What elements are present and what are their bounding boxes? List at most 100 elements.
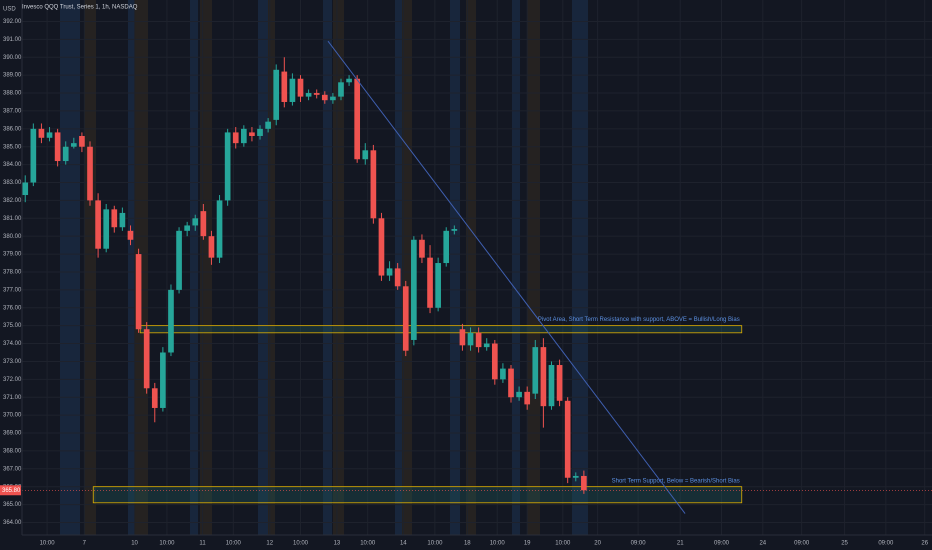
candle-body xyxy=(362,150,369,160)
x-tick-label: 10:00 xyxy=(40,541,56,547)
session-band xyxy=(527,0,540,535)
candle-body xyxy=(208,236,215,258)
y-tick-label: 371.00 xyxy=(3,395,22,401)
session-band xyxy=(402,0,412,535)
candle-body xyxy=(370,150,377,219)
candle-body xyxy=(338,82,344,97)
y-tick-label: 387.00 xyxy=(3,109,22,115)
candle-body xyxy=(168,289,174,353)
candle-body xyxy=(378,218,385,276)
y-tick-label: 385.00 xyxy=(3,144,22,150)
y-tick-label: 381.00 xyxy=(3,216,22,222)
candle-body xyxy=(265,121,271,129)
y-tick-label: 378.00 xyxy=(3,270,22,276)
candle-body xyxy=(46,132,53,138)
candle-body xyxy=(70,143,77,147)
candle-body xyxy=(151,388,158,408)
candle-body xyxy=(467,332,474,346)
candle-body xyxy=(240,128,247,144)
candle-body xyxy=(30,128,37,183)
candle-body xyxy=(224,132,231,201)
x-tick-label: 18 xyxy=(464,541,471,547)
candle-body xyxy=(87,146,93,201)
candle-body xyxy=(483,343,490,348)
candle-body xyxy=(216,200,223,258)
candle-body xyxy=(273,69,280,120)
plot: Pivot Area, Short Term Resistance with s… xyxy=(22,40,932,514)
y-tick-label: 374.00 xyxy=(3,341,22,347)
x-tick-label: 7 xyxy=(83,541,87,547)
y-tick-label: 386.00 xyxy=(3,126,22,132)
candle-body xyxy=(184,225,190,231)
x-tick-label: 13 xyxy=(334,541,341,547)
last-price-box xyxy=(0,485,21,496)
candle-body xyxy=(176,230,182,290)
x-tick-label: 24 xyxy=(759,541,766,547)
y-tick-label: 372.00 xyxy=(3,377,22,383)
x-tick-label: 10:00 xyxy=(427,541,443,547)
candle-body xyxy=(289,78,296,102)
y-tick-label: 368.00 xyxy=(3,448,22,454)
chart-title: Invesco QQQ Trust, Series 1, 1h, NASDAQ xyxy=(22,5,138,11)
session-band xyxy=(450,0,460,535)
x-tick-label: 09:00 xyxy=(878,541,894,547)
x-tick-label: 09:00 xyxy=(631,541,647,547)
x-tick-label: 10:00 xyxy=(360,541,376,547)
candle-body xyxy=(200,211,207,237)
x-tick-label: 26 xyxy=(921,541,928,547)
candle-body xyxy=(564,400,571,478)
x-tick-label: 10:00 xyxy=(226,541,242,547)
x-tick-label: 10:00 xyxy=(490,541,506,547)
candle-body xyxy=(257,128,263,136)
y-tick-label: 364.00 xyxy=(3,520,22,526)
candle-body xyxy=(475,332,482,348)
candle-body xyxy=(402,286,409,351)
y-tick-label: 392.00 xyxy=(3,19,22,25)
candle-body xyxy=(79,135,85,147)
candle-body xyxy=(354,78,361,160)
candle-body xyxy=(192,218,199,226)
candle-body xyxy=(427,257,433,308)
x-tick-label: 21 xyxy=(677,541,684,547)
y-tick-label: 373.00 xyxy=(3,359,22,365)
candle-body xyxy=(95,200,101,249)
x-tick-label: 14 xyxy=(400,541,407,547)
candle-body xyxy=(111,209,118,228)
x-tick-label: 19 xyxy=(524,541,531,547)
candle-body xyxy=(443,230,450,264)
zone xyxy=(139,325,743,334)
zone-label: Pivot Area, Short Term Resistance with s… xyxy=(538,317,740,323)
session-band xyxy=(572,0,588,535)
candle-body xyxy=(127,230,134,240)
x-tick-label: 10:00 xyxy=(159,541,175,547)
y-tick-label: 380.00 xyxy=(3,234,22,240)
last-price-label: 365.80 xyxy=(2,488,21,494)
candle-body xyxy=(346,78,352,83)
candle-body xyxy=(321,94,328,101)
y-tick-label: 377.00 xyxy=(3,287,22,293)
candle-body xyxy=(524,391,531,405)
x-tick-label: 10:00 xyxy=(555,541,571,547)
x-tick-label: 10 xyxy=(131,541,138,547)
candle-body xyxy=(411,239,417,340)
candle-body xyxy=(540,347,547,407)
candle-body xyxy=(386,268,393,276)
candle-body xyxy=(500,368,506,380)
candle-body xyxy=(548,365,555,407)
y-tick-label: 375.00 xyxy=(3,323,22,329)
x-tick-label: 25 xyxy=(841,541,848,547)
candle-body xyxy=(459,329,466,346)
candle-body xyxy=(281,71,288,102)
candle-body xyxy=(119,212,126,228)
candle-body xyxy=(232,132,239,144)
x-tick-label: 09:00 xyxy=(714,541,730,547)
session-band xyxy=(190,0,198,535)
x-tick-label: 09:00 xyxy=(794,541,810,547)
candle-body xyxy=(508,368,514,398)
candle-body xyxy=(581,475,587,491)
y-tick-label: 390.00 xyxy=(3,55,22,61)
y-tick-label: 382.00 xyxy=(3,198,22,204)
candle-body xyxy=(516,391,522,398)
session-band xyxy=(466,0,476,535)
